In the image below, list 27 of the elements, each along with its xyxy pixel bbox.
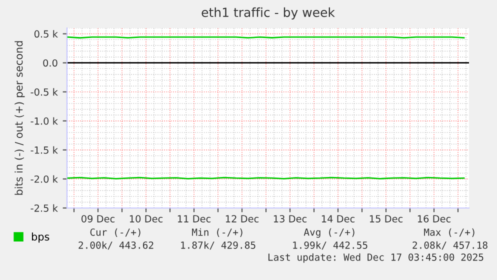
x-tick-label: 12 Dec <box>226 215 259 222</box>
y-tick-label: -1.5 k <box>30 146 58 154</box>
text: 2.08k/ 457.18 <box>412 241 488 250</box>
text: Avg (-/+) <box>304 228 354 238</box>
y-tick-label: 0.5 k <box>34 30 58 38</box>
x-tick-label: 10 Dec <box>130 215 163 222</box>
text: Cur (-/+) <box>90 228 140 237</box>
y-tick-label: -2.0 k <box>30 175 58 183</box>
y-tick-label: -1.0 k <box>30 117 58 125</box>
x-tick-label: 13 Dec <box>274 215 307 222</box>
y-tick-label: -2.5 k <box>30 204 58 212</box>
y-tick-label: -0.5 k <box>30 88 58 96</box>
text: 1.87k/ 429.85 <box>181 241 256 250</box>
y-axis-title: bits in (-) / out (+) per second <box>14 41 25 195</box>
x-tick-label: 16 Dec <box>418 215 451 222</box>
text: Last update: Wed Dec 17 03:45:00 2025 <box>268 253 484 263</box>
x-tick-label: 14 Dec <box>322 215 355 222</box>
text: Max (-/+) <box>424 228 474 237</box>
x-tick-label: 09 Dec <box>82 215 115 222</box>
chart-title: eth1 traffic - by week <box>202 7 335 20</box>
x-tick-label: 11 Dec <box>178 215 211 222</box>
text: Min (-/+) <box>192 228 242 237</box>
y-tick-label: 0.0 <box>43 59 58 67</box>
text: 2.00k/ 443.62 <box>78 241 154 250</box>
x-tick-label: 15 Dec <box>370 215 403 222</box>
text: 1.99k/ 442.55 <box>293 241 368 250</box>
legend-label: bps <box>32 232 50 243</box>
